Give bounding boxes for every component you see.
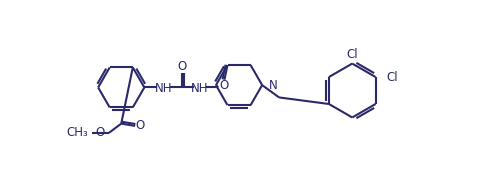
Text: Cl: Cl [347,48,358,61]
Text: O: O [177,60,187,73]
Text: NH: NH [155,83,172,95]
Text: NH: NH [191,83,209,95]
Text: O: O [96,126,105,139]
Text: O: O [220,79,229,92]
Text: O: O [136,119,145,132]
Text: N: N [269,79,278,92]
Text: Cl: Cl [386,71,398,83]
Text: CH₃: CH₃ [66,126,88,139]
